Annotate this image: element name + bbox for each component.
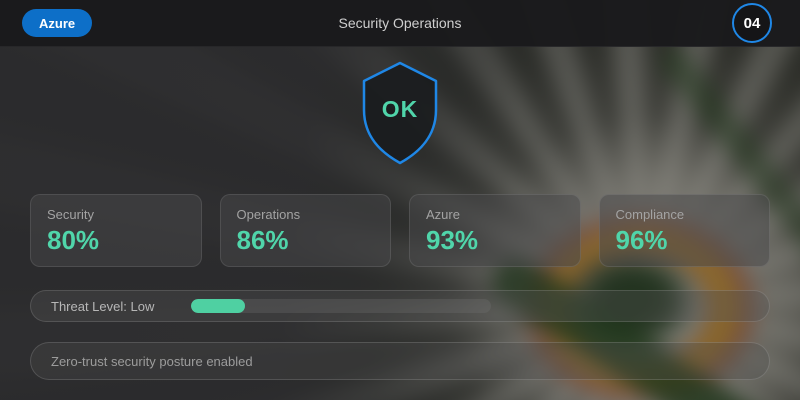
metric-card-operations: Operations 86%: [219, 194, 391, 267]
card-value: 80%: [47, 225, 100, 255]
metric-card-security: Security 80%: [30, 194, 202, 267]
status-shield: OK: [360, 60, 440, 166]
card-value: 93%: [426, 225, 479, 255]
card-label: Azure: [426, 207, 460, 222]
status-message: Zero-trust security posture enabled: [51, 353, 253, 369]
azure-button[interactable]: Azure: [22, 9, 93, 37]
metric-card-azure: Azure 93%: [409, 194, 581, 267]
page-title: Security Operations: [338, 15, 462, 31]
count-badge[interactable]: 04: [732, 3, 772, 43]
main-content: OK Security 80% Operations 86% Azure 93%…: [0, 46, 800, 400]
status-message-bar: Zero-trust security posture enabled: [30, 342, 770, 380]
shield-status-label: OK: [381, 96, 419, 122]
card-label: Security: [47, 207, 94, 222]
metric-cards: Security 80% Operations 86% Azure 93% Co…: [30, 194, 770, 267]
threat-progress-fill: [191, 299, 245, 313]
metric-card-compliance: Compliance 96%: [598, 194, 770, 267]
top-bar: Azure Security Operations 04: [0, 0, 800, 47]
card-label: Operations: [236, 207, 301, 222]
threat-progress-track: [191, 299, 491, 313]
card-value: 96%: [615, 225, 668, 255]
card-value: 86%: [236, 225, 289, 255]
threat-level-bar: Threat Level: Low: [30, 290, 770, 322]
card-label: Compliance: [615, 207, 685, 222]
shield-icon: [362, 61, 438, 165]
threat-level-label: Threat Level: Low: [51, 298, 155, 314]
